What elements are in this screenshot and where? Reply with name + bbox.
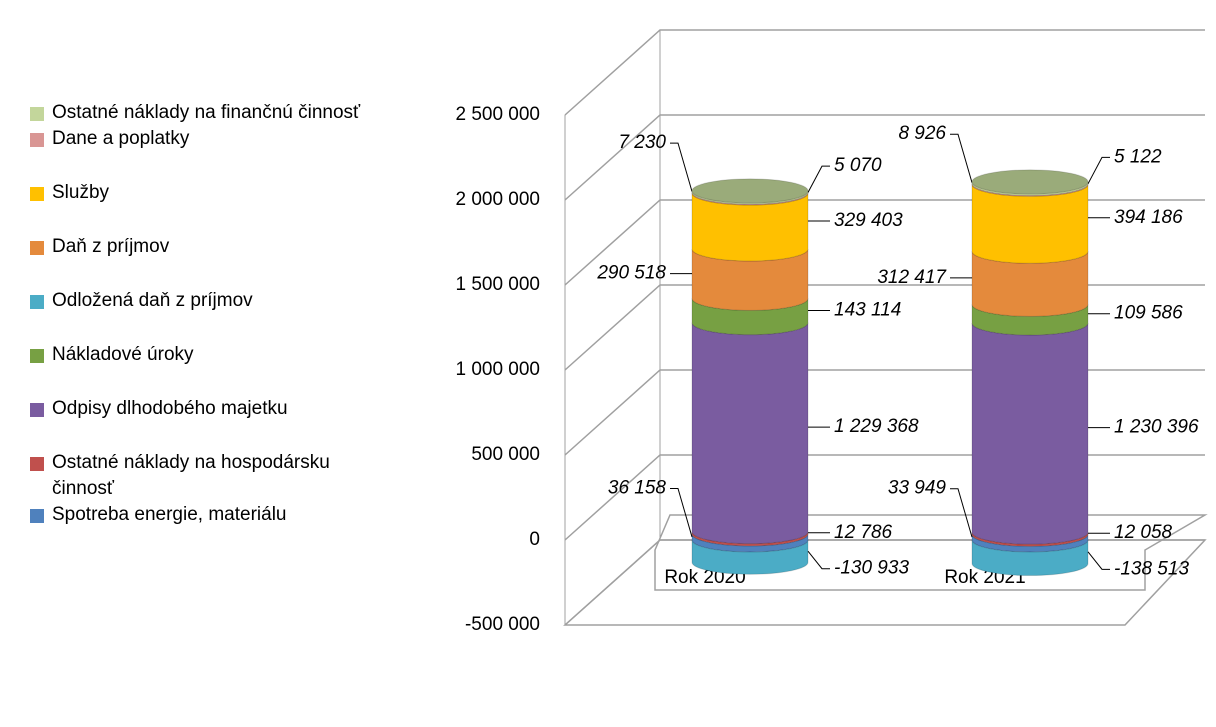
value-label: -130 933: [834, 558, 909, 579]
legend-swatch: [30, 187, 44, 201]
y-tick-label: 1 000 000: [455, 359, 540, 380]
y-tick-label: 0: [529, 529, 540, 550]
y-tick-label: 1 500 000: [455, 274, 540, 295]
legend-label: Odložená daň z príjmov: [52, 290, 253, 311]
value-label: 33 949: [888, 478, 947, 499]
leader-line: [950, 488, 973, 538]
legend-item: Odložená daň z príjmov: [30, 288, 375, 314]
leader-line: [1087, 156, 1110, 185]
bar-segment: [971, 322, 1089, 545]
value-label: 12 786: [834, 522, 893, 543]
value-label: 1 229 368: [834, 416, 919, 437]
legend-label: Ostatné náklady na hospodársku činnosť: [52, 452, 330, 499]
legend-item: Ostatné náklady na hospodársku činnosť: [30, 450, 375, 502]
leader-line: [670, 142, 693, 192]
value-label: 329 403: [834, 210, 903, 231]
floor: [563, 539, 1207, 626]
legend-label: Ostatné náklady na finančnú činnosť: [52, 102, 361, 123]
leader-line: [950, 133, 973, 183]
legend-label: Dane a poplatky: [52, 128, 190, 149]
leader-line: [670, 488, 693, 538]
value-label: 312 417: [877, 267, 947, 288]
value-label: 290 518: [596, 263, 666, 284]
legend-swatch: [30, 403, 44, 417]
legend-item: Spotreba energie, materiálu: [30, 502, 375, 528]
grid-line: [564, 29, 1205, 116]
leader-line: [1087, 551, 1110, 570]
legend-label: Služby: [52, 182, 110, 203]
legend-item: Služby: [30, 180, 375, 206]
bar-top: [691, 178, 809, 204]
value-label: 5 070: [834, 155, 882, 176]
grid-line: [564, 369, 1205, 456]
value-label: 5 122: [1114, 146, 1162, 167]
legend: Ostatné náklady na finančnú činnosť Dane …: [30, 100, 375, 528]
value-label: 12 058: [1114, 522, 1173, 543]
value-label: 7 230: [618, 132, 666, 153]
y-tick-label: 2 000 000: [455, 189, 540, 210]
legend-item: Dane a poplatky: [30, 126, 375, 152]
y-tick-label: 500 000: [471, 444, 540, 465]
legend-swatch: [30, 509, 44, 523]
grid-line: [564, 539, 1205, 626]
leader-line: [807, 550, 830, 570]
legend-item: Daň z príjmov: [30, 234, 375, 260]
leader-line: [807, 165, 830, 193]
legend-label: Nákladové úroky: [52, 344, 194, 365]
value-label: 394 186: [1114, 207, 1183, 228]
zero-plane: [654, 514, 1208, 591]
legend-swatch: [30, 349, 44, 363]
bar-top: [971, 169, 1089, 195]
legend-swatch: [30, 241, 44, 255]
legend-swatch: [30, 295, 44, 309]
grid-line: [564, 114, 1205, 201]
legend-item: Nákladové úroky: [30, 342, 375, 368]
value-label: 109 586: [1114, 303, 1183, 324]
bar-segment: [691, 322, 809, 545]
bar-segment: [971, 539, 1089, 577]
legend-label: Spotreba energie, materiálu: [52, 504, 287, 525]
legend-item: Ostatné náklady na finančnú činnosť: [30, 100, 375, 126]
y-tick-label: 2 500 000: [455, 104, 540, 125]
legend-item: Odpisy dlhodobého majetku: [30, 396, 375, 422]
legend-swatch: [30, 107, 44, 121]
y-tick-label: -500 000: [465, 614, 540, 635]
value-label: -138 513: [1114, 558, 1189, 579]
bar-segment: [691, 539, 809, 575]
value-label: 143 114: [834, 300, 901, 321]
legend-swatch: [30, 133, 44, 147]
value-label: 8 926: [898, 123, 946, 144]
legend-swatch: [30, 457, 44, 471]
value-label: 36 158: [608, 478, 667, 499]
legend-label: Odpisy dlhodobého majetku: [52, 398, 288, 419]
grid-line: [564, 284, 1205, 371]
legend-label: Daň z príjmov: [52, 236, 170, 257]
value-label: 1 230 396: [1114, 417, 1199, 438]
